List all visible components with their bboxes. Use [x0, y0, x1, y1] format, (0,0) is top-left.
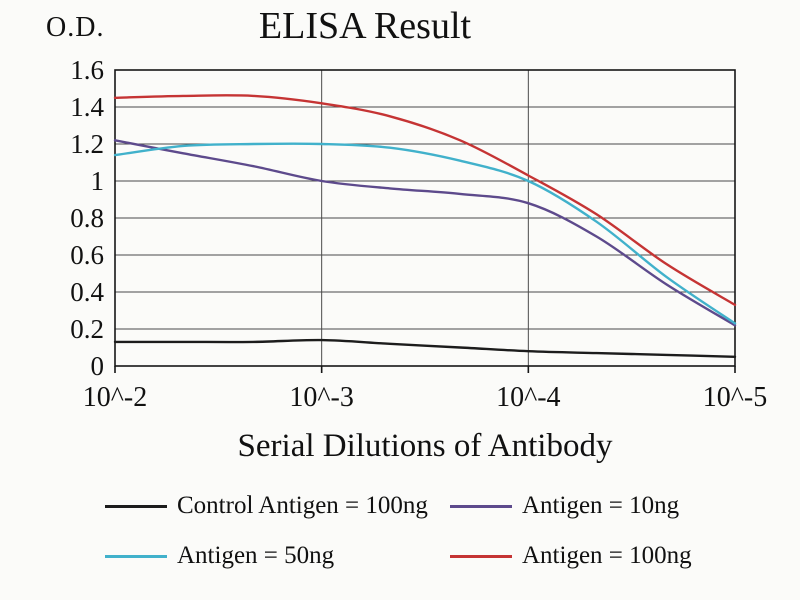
y-tick-label: 0.4 [70, 277, 104, 307]
plot-area [113, 69, 737, 373]
y-tick-label: 0 [90, 351, 105, 381]
legend-line-swatch-control-antigen-100ng [105, 504, 167, 508]
series-line-antigen-100ng [113, 94, 737, 307]
y-tick-label: 0.6 [70, 240, 104, 270]
x-tick-label: 10^-5 [702, 382, 768, 413]
y-tick-label: 1.4 [70, 92, 104, 122]
legend-label: Antigen = 50ng [177, 542, 335, 569]
legend-line-swatch-antigen-10ng [450, 504, 512, 508]
y-tick-label: 0.2 [70, 314, 104, 344]
y-tick-label: 1.2 [70, 129, 104, 159]
y-axis-tick-labels: 0 0.2 0.4 0.6 0.8 1 1.2 1.4 1.6 [0, 56, 108, 380]
plot-border [114, 69, 736, 367]
legend: Control Antigen = 100ng Antigen = 10ng A… [105, 492, 755, 570]
x-tick-label: 10^-4 [496, 382, 561, 413]
legend-item: Control Antigen = 100ng [105, 492, 450, 520]
elisa-line-chart [113, 69, 737, 373]
legend-item: Antigen = 10ng [450, 492, 755, 520]
y-tick-label: 1.6 [70, 55, 104, 85]
legend-item: Antigen = 50ng [105, 542, 450, 570]
y-tick-label: 1 [90, 166, 105, 196]
series-line-control-antigen-100ng [113, 338, 737, 358]
x-tick-label: 10^-3 [289, 382, 354, 413]
legend-label: Antigen = 100ng [522, 542, 692, 569]
legend-label: Control Antigen = 100ng [177, 492, 428, 519]
series-line-antigen-10ng [113, 139, 737, 327]
x-axis-title: Serial Dilutions of Antibody [237, 428, 613, 464]
legend-line-swatch-antigen-100ng [450, 554, 512, 558]
legend-line-swatch-antigen-50ng [105, 554, 167, 558]
legend-label: Antigen = 10ng [522, 492, 680, 519]
chart-title: ELISA Result [258, 5, 472, 47]
legend-item: Antigen = 100ng [450, 542, 755, 570]
series-line-antigen-50ng [113, 142, 737, 325]
y-tick-label: 0.8 [70, 203, 104, 233]
x-axis-tick-labels: 10^-2 10^-3 10^-4 10^-5 [83, 382, 767, 420]
x-tick-label: 10^-2 [82, 382, 148, 413]
y-axis-title: O.D. [46, 12, 105, 43]
